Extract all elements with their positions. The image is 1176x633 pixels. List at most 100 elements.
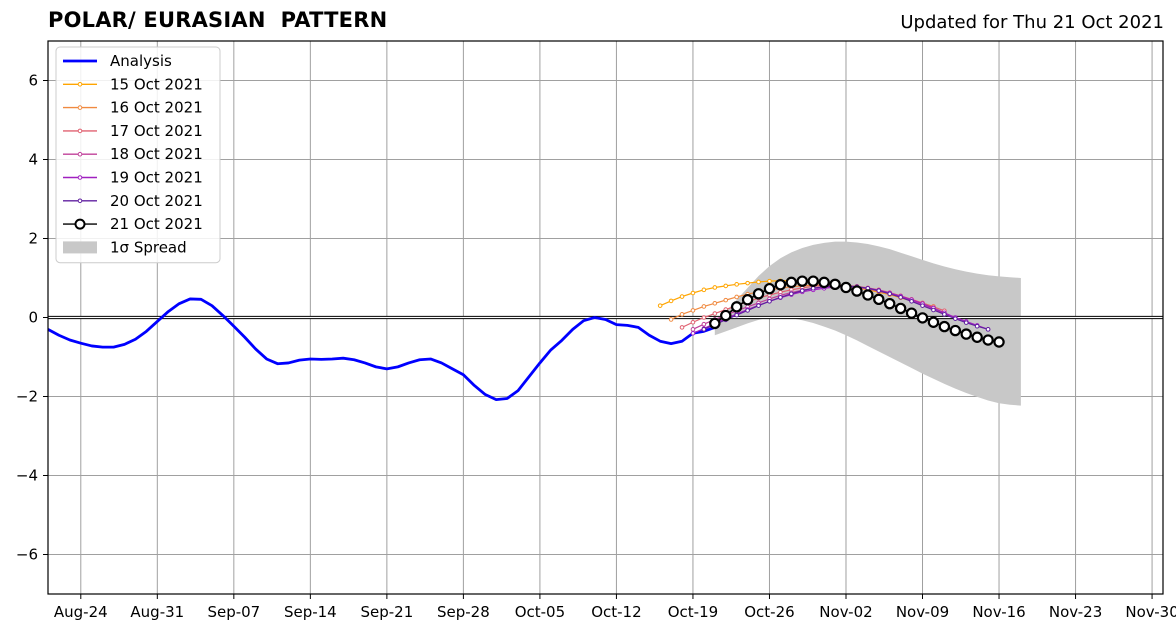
forecast-point <box>690 290 696 296</box>
legend-box <box>55 46 221 264</box>
forecast-point <box>920 303 925 308</box>
analysis-line <box>47 297 716 402</box>
forecast-point <box>734 282 739 287</box>
forecast-point <box>963 320 969 325</box>
x-tick-label: Sep-14 <box>284 603 337 621</box>
y-tick-label: −6 <box>16 546 38 564</box>
x-tick-label: Nov-23 <box>1049 603 1102 621</box>
forecast-point <box>701 315 707 320</box>
forecast-point <box>668 317 674 322</box>
forecast-point <box>723 283 729 289</box>
forecast-point <box>657 303 663 308</box>
forecast-point <box>668 298 674 304</box>
x-tick-label: Aug-31 <box>130 603 184 621</box>
forecast-point <box>807 275 819 287</box>
y-tick-label: 0 <box>28 309 38 327</box>
forecast-point <box>927 316 940 328</box>
forecast-point <box>993 336 1005 348</box>
forecast-point <box>767 278 772 284</box>
forecast-point <box>884 297 896 310</box>
forecast-point <box>712 311 718 316</box>
forecast-point <box>778 295 783 300</box>
x-tick-label: Sep-21 <box>360 603 413 621</box>
legend-marker <box>77 128 83 134</box>
forecast-point <box>974 323 980 329</box>
forecast-point <box>898 295 903 300</box>
legend-label: 20 Oct 2021 <box>110 192 203 210</box>
forecast-point <box>905 307 918 319</box>
y-tick-label: 2 <box>28 230 38 248</box>
forecast-point <box>723 297 729 303</box>
forecast-point <box>745 308 750 313</box>
x-tick-label: Sep-07 <box>207 603 260 621</box>
forecast-point <box>756 279 761 285</box>
legend-label: 18 Oct 2021 <box>110 145 203 163</box>
forecast-point <box>909 299 914 304</box>
x-tick-label: Sep-28 <box>437 603 490 621</box>
forecast-point <box>734 294 739 300</box>
forecast-point <box>701 304 707 309</box>
legend-marker <box>74 218 86 230</box>
legend-marker <box>77 82 83 87</box>
plot-frame <box>47 40 1164 595</box>
spread-band <box>714 241 1021 406</box>
legend-spread-swatch <box>63 241 97 254</box>
forecast-point <box>730 301 743 313</box>
chart-title: POLAR/ EURASIAN PATTERN <box>48 8 388 32</box>
legend-marker <box>77 198 83 204</box>
legend-label: 17 Oct 2021 <box>110 122 203 140</box>
forecast-point <box>752 288 765 300</box>
forecast-point <box>701 321 707 327</box>
forecast-point <box>876 288 882 293</box>
y-tick-label: −2 <box>16 388 38 406</box>
forecast-point <box>949 324 962 337</box>
legend-marker <box>77 105 83 110</box>
forecast-point <box>971 331 983 343</box>
forecast-point <box>985 327 991 332</box>
forecast-point <box>810 285 816 291</box>
forecast-point <box>774 279 787 291</box>
axes: Aug-24 Aug-31 Sep-07 Sep-14 Sep-21 Sep-28 Oct-… <box>16 40 1176 621</box>
forecast-point <box>789 291 794 297</box>
legend-marker <box>77 151 83 157</box>
forecast-point <box>873 293 885 306</box>
forecast-point <box>734 312 739 318</box>
legend-label: 16 Oct 2021 <box>110 99 203 117</box>
chart-updated-date: Updated for Thu 21 Oct 2021 <box>900 12 1164 33</box>
forecast-point <box>862 289 874 301</box>
x-tick-label: Oct-26 <box>744 603 794 621</box>
forecast-point <box>690 308 696 313</box>
x-tick-label: Oct-19 <box>668 603 718 621</box>
y-tick-label: 6 <box>28 72 38 90</box>
legend-label: Analysis <box>110 52 172 70</box>
forecast-point <box>701 327 707 332</box>
series <box>47 275 1005 402</box>
forecast-point <box>709 317 721 330</box>
x-tick-label: Nov-30 <box>1125 603 1176 621</box>
x-tick-label: Oct-05 <box>515 603 565 621</box>
x-tick-label: Nov-16 <box>972 603 1025 621</box>
legend-label: 19 Oct 2021 <box>110 169 203 187</box>
x-tick-label: Aug-24 <box>54 603 108 621</box>
y-tick-label: 4 <box>28 151 38 169</box>
forecast-point <box>756 303 761 308</box>
x-tick-label: Oct-12 <box>591 603 641 621</box>
forecast-point <box>942 312 947 317</box>
forecast-point <box>982 334 994 346</box>
forecast-point <box>829 278 841 291</box>
legend-label: 15 Oct 2021 <box>110 75 203 93</box>
legend: Analysis 15 Oct 2021 16 Oct 2021 17 Oct 202… <box>55 46 221 264</box>
forecast-point <box>679 325 685 330</box>
forecast-point <box>953 316 958 321</box>
forecast-point <box>763 282 776 295</box>
forecast-point <box>690 327 696 332</box>
forecast-point <box>887 291 893 297</box>
forecast-point <box>767 299 772 304</box>
forecast-point <box>701 287 707 293</box>
forecast-point <box>938 320 951 333</box>
forecast-point <box>679 312 685 317</box>
forecast-point <box>785 276 798 289</box>
forecast-point <box>720 309 732 322</box>
forecast-point <box>799 288 805 293</box>
